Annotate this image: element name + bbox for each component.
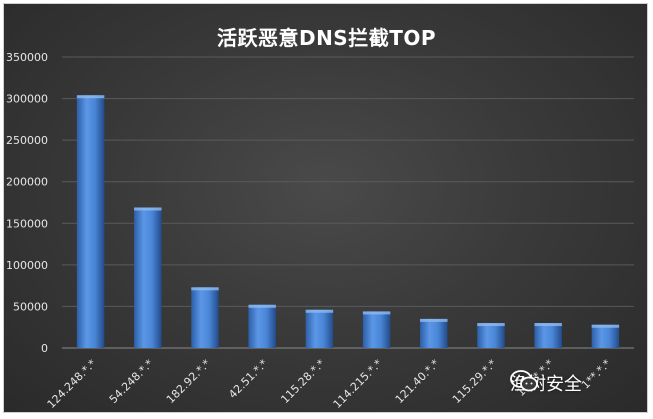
bar — [305, 309, 334, 348]
x-tick-label: 121.40.*.* — [393, 357, 442, 406]
y-tick-label: 100000 — [6, 259, 48, 272]
bar-top-highlight — [305, 309, 334, 313]
bar — [76, 95, 105, 348]
y-tick-label: 250000 — [6, 134, 48, 147]
bar — [591, 324, 620, 348]
x-tick-label: 1**.*.* — [579, 357, 614, 392]
y-tick-label: 50000 — [13, 300, 48, 313]
bar — [420, 318, 448, 348]
bar-top-highlight — [362, 311, 391, 315]
bar-top-highlight — [76, 95, 105, 99]
x-tick-label: 115.29.*.* — [450, 357, 499, 406]
y-tick-label: 350000 — [6, 51, 48, 64]
y-tick-label: 200000 — [6, 176, 48, 189]
y-tick-label: 150000 — [6, 217, 48, 230]
bar — [534, 323, 562, 348]
bar — [362, 311, 391, 348]
bar-top-highlight — [477, 323, 505, 327]
bar-top-highlight — [191, 287, 219, 291]
x-tick-label: 54.248.*.* — [107, 357, 156, 406]
bar — [248, 304, 276, 348]
bar — [477, 323, 505, 348]
y-tick-label: 0 — [41, 342, 48, 355]
wechat-icon — [510, 370, 538, 392]
chart-title: 活跃恶意DNS拦截TOP — [216, 26, 437, 50]
x-tick-label: 182.92.*.* — [164, 357, 213, 406]
bar — [191, 287, 219, 348]
x-tick-label: 42.51.*.* — [226, 357, 271, 402]
bar — [134, 207, 162, 348]
x-tick-label: 115.28.*.* — [278, 357, 327, 406]
bar-top-highlight — [534, 323, 562, 327]
x-tick-label: 114.215.*.* — [331, 357, 385, 411]
bar-top-highlight — [420, 318, 448, 322]
bar-top-highlight — [134, 207, 162, 211]
bar-top-highlight — [248, 304, 276, 308]
watermark: 渔树安全 — [510, 370, 582, 396]
x-tick-label: 124.248.*.* — [45, 357, 99, 411]
bar-top-highlight — [591, 324, 620, 328]
y-tick-label: 300000 — [6, 93, 48, 106]
